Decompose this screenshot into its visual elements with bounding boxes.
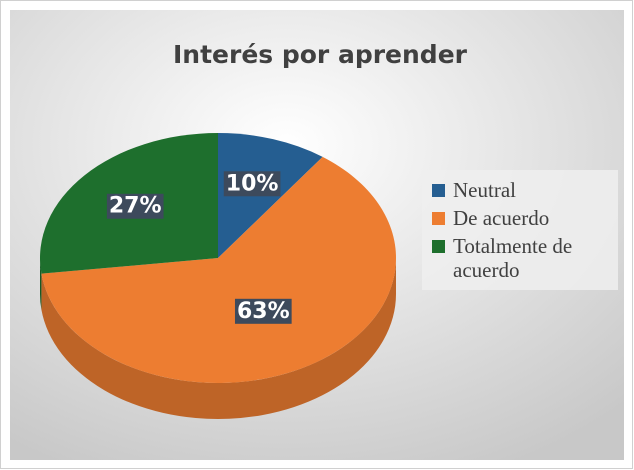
data-label-background: [234, 298, 292, 324]
chart-title: Interés por aprender: [173, 40, 468, 69]
data-label: 63%: [237, 299, 290, 324]
legend-entry: Totalmente de acuerdo: [428, 234, 612, 282]
legend-label: De acuerdo: [453, 206, 550, 230]
pie-slice: [41, 156, 396, 383]
legend-label: Neutral: [453, 178, 516, 202]
legend: Neutral De acuerdo Totalmente de acuerdo: [422, 170, 618, 290]
pie: 10% 63% 27%: [39, 133, 396, 420]
legend-swatch: [432, 240, 445, 253]
legend-swatch: [432, 184, 445, 197]
data-label-background: [106, 193, 164, 219]
data-label-background: [223, 171, 281, 197]
legend-swatch: [432, 212, 445, 225]
data-label: 27%: [109, 194, 162, 219]
pie-slice-side: [40, 258, 42, 310]
legend-label: Totalmente de acuerdo: [453, 234, 573, 282]
data-label: 10%: [226, 171, 279, 196]
legend-entry: Neutral: [428, 178, 612, 202]
legend-entry: De acuerdo: [428, 206, 612, 230]
pie-slice-side: [41, 258, 396, 420]
